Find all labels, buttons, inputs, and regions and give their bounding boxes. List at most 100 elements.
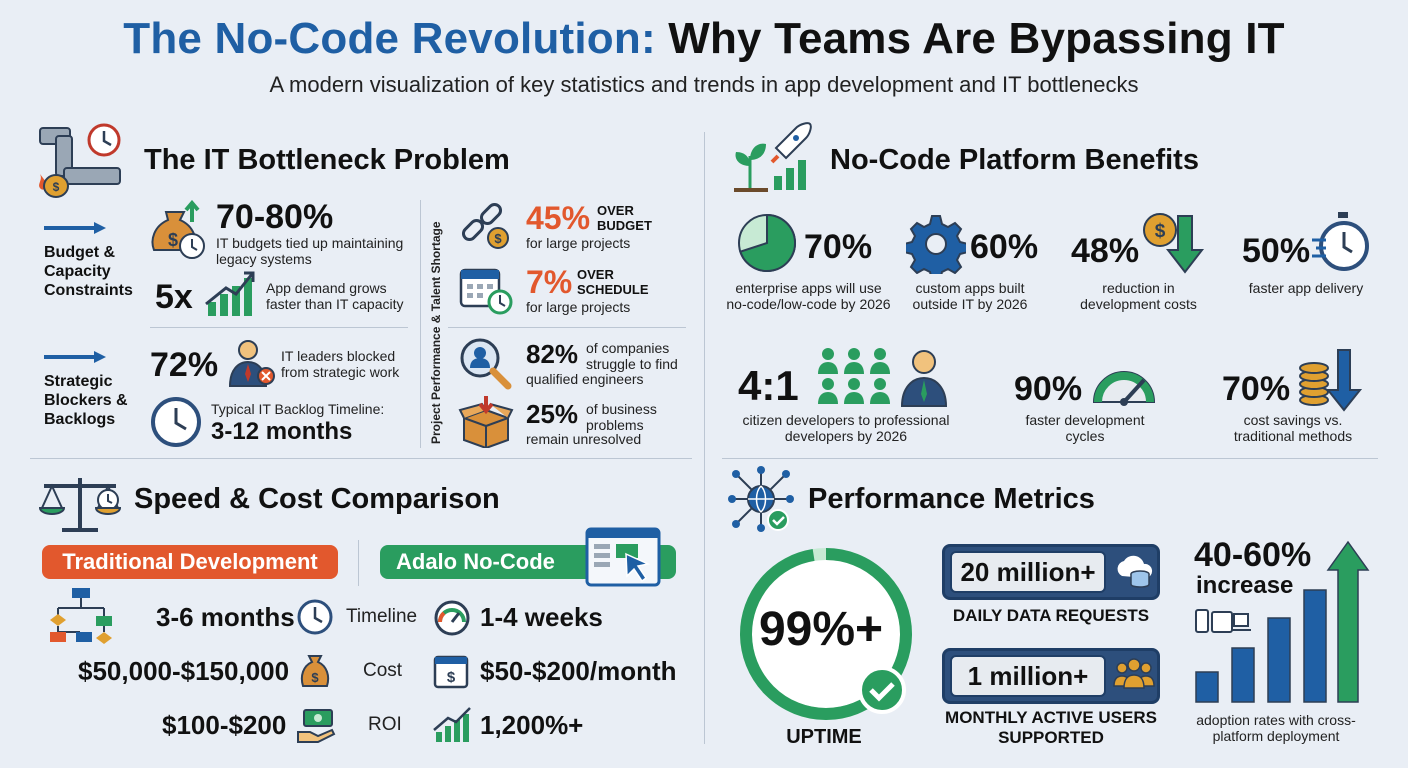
benefit-cost-value: 70% (1222, 370, 1291, 408)
stat-5x-value: 5x (155, 278, 193, 316)
benefit-50-text: faster app delivery (1248, 280, 1364, 296)
svg-text:$: $ (447, 669, 456, 686)
page-title: The No-Code Revolution: Why Teams Are By… (123, 14, 1285, 63)
engineers-value: 82% (526, 339, 579, 369)
over-budget-text: for large projects (526, 235, 631, 251)
column-row-divider (448, 327, 686, 328)
cost-label: Cost (363, 660, 403, 681)
benefit-70-value: 70% (804, 228, 873, 266)
nocode-roi: 1,200%+ (480, 710, 584, 740)
blocked-leader-icon (226, 338, 276, 388)
traditional-cost: $50,000-$150,000 (78, 656, 290, 686)
backlog-label: Typical IT Backlog Timeline: (211, 401, 385, 417)
coin-down-arrow-icon: $ (1140, 210, 1206, 276)
app-window-cursor-icon (584, 526, 662, 590)
plant-rocket-icon (730, 122, 812, 194)
stopwatch-icon (1310, 210, 1370, 274)
money-bag-clock-icon: $ (148, 200, 208, 262)
increase-value: 40-60% (1194, 536, 1312, 574)
uptime-value: 99%+ (758, 603, 884, 656)
arrow-right-icon (44, 351, 106, 363)
benefit-90-text: faster development cycles (1025, 412, 1145, 444)
growth-chart-icon (432, 704, 472, 744)
devices-icon (1194, 604, 1252, 638)
backlog-value: 3-12 months (211, 418, 353, 445)
speedometer-icon (1088, 358, 1160, 408)
nocode-timeline: 1-4 weeks (480, 602, 603, 632)
over-budget-tag: OVER BUDGET (597, 203, 652, 233)
increase-label: increase (1196, 572, 1294, 599)
benefit-48-text: reduction in development costs (1080, 280, 1197, 312)
timeline-label: Timeline (346, 606, 418, 627)
engineers-text-1: of companies struggle to find (586, 340, 678, 372)
benefit-70-text: enterprise apps will use no-code/low-cod… (726, 280, 891, 312)
pipe-clock-icon: $ (36, 120, 128, 198)
traditional-timeline: 3-6 months (156, 602, 295, 632)
gauge-icon (432, 598, 472, 636)
right-horizontal-divider (722, 458, 1378, 459)
column-divider (420, 200, 421, 448)
benefit-60-text: custom apps built outside IT by 2026 (912, 280, 1028, 312)
budget-capacity-label: Budget & Capacity Constraints (44, 244, 133, 299)
pie-chart-icon (736, 212, 798, 274)
arrow-right-icon (44, 222, 106, 234)
nocode-cost: $50-$200/month (480, 656, 677, 686)
adoption-bar-chart (1192, 540, 1372, 704)
calendar-clock-icon (458, 264, 514, 316)
coins-down-arrow-icon (1296, 348, 1366, 412)
daily-requests-label: DAILY DATA REQUESTS (952, 606, 1150, 625)
project-performance-side-label: Project Performance & Talent Shortage (429, 221, 443, 444)
benefits-title: No-Code Platform Benefits (830, 144, 1199, 176)
svg-text:$: $ (168, 230, 178, 250)
clock-icon (150, 396, 202, 448)
open-box-icon (458, 396, 514, 448)
over-schedule-value: 7% (526, 264, 573, 300)
active-users-label: MONTHLY ACTIVE USERS SUPPORTED (945, 708, 1157, 747)
pill-divider (358, 540, 359, 586)
unresolved-text-2: remain unresolved (526, 431, 642, 447)
over-schedule-tag: OVER SCHEDULE (577, 267, 649, 297)
performance-title: Performance Metrics (808, 483, 1095, 515)
cloud-database-icon (1114, 554, 1154, 590)
network-globe-icon (728, 466, 794, 532)
daily-requests-value: 20 million+ (950, 551, 1106, 593)
strategic-blockers-label: Strategic Blockers & Backlogs (44, 373, 128, 428)
scale-icon (38, 470, 122, 534)
over-budget-value: 45% (526, 200, 591, 236)
comparison-title: Speed & Cost Comparison (134, 483, 500, 515)
unresolved-text-1: of business problems (586, 401, 657, 433)
benefit-48-value: 48% (1071, 232, 1140, 270)
svg-text:$: $ (311, 670, 319, 685)
benefit-50-value: 50% (1242, 232, 1311, 270)
broken-chain-icon: $ (458, 200, 514, 252)
bottleneck-title: The IT Bottleneck Problem (144, 144, 510, 176)
ratio-value: 4:1 (738, 362, 799, 409)
people-group-icon (814, 346, 954, 408)
page-subtitle: A modern visualization of key statistics… (269, 72, 1139, 97)
traditional-roi: $100-$200 (162, 710, 287, 740)
stat-70-80-value: 70-80% (216, 198, 334, 236)
svg-text:$: $ (53, 180, 60, 194)
cash-hand-icon (296, 706, 336, 744)
flowchart-icon (44, 586, 118, 648)
svg-text:$: $ (1155, 221, 1166, 242)
uptime-label: UPTIME (786, 726, 862, 748)
roi-label: ROI (368, 714, 402, 735)
vertical-divider (704, 132, 705, 744)
stat-72-value: 72% (150, 346, 219, 384)
group-divider (150, 327, 408, 328)
stat-5x-text: App demand grows faster than IT capacity (266, 280, 404, 312)
money-bag-icon: $ (298, 652, 332, 690)
stat-70-80-text: IT budgets tied up maintaining legacy sy… (216, 235, 404, 267)
unresolved-value: 25% (526, 399, 579, 429)
benefit-60-value: 60% (970, 228, 1039, 266)
uptime-ring (736, 544, 916, 724)
over-schedule-text: for large projects (526, 299, 631, 315)
stat-72-text: IT leaders blocked from strategic work (281, 348, 400, 380)
traditional-development-pill: Traditional Development (42, 545, 338, 579)
clock-icon (296, 598, 334, 636)
search-engineer-icon (458, 336, 514, 390)
calendar-dollar-icon: $ (432, 652, 470, 690)
growth-chart-icon (204, 270, 256, 318)
svg-text:$: $ (494, 231, 502, 246)
